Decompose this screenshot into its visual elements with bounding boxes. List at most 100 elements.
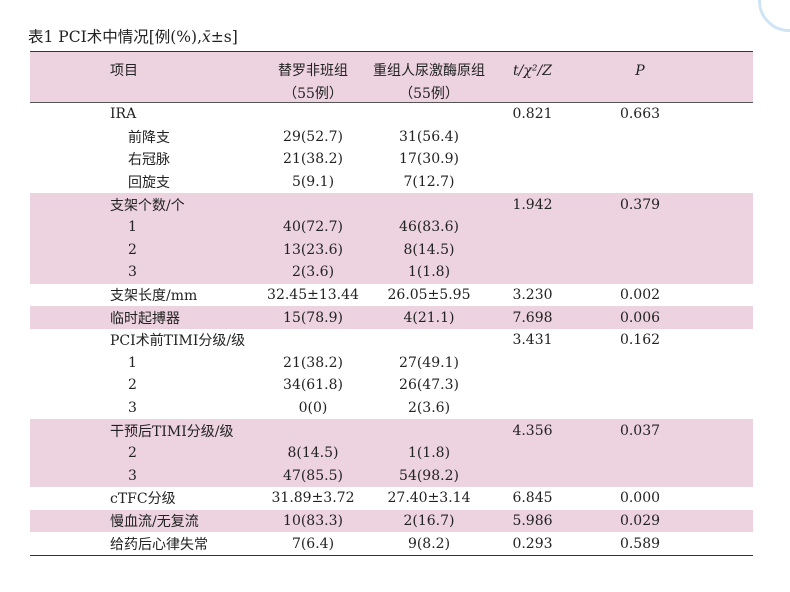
row-stat-value <box>500 261 565 284</box>
row-group2-value <box>370 103 488 126</box>
table-row: 前降支 29(52.7) 31(56.4) <box>30 126 753 149</box>
table-row: 3 2(3.6) 1(1.8) <box>30 261 753 284</box>
row-item: 2 <box>128 445 137 462</box>
table-row: 支架长度/mm 32.45±13.44 26.05±5.95 3.230 0.002 <box>30 284 753 307</box>
row-item: cTFC分级 <box>110 491 176 508</box>
caption-prefix: 表1 PCI术中情况[例(%), <box>28 28 202 46</box>
row-stat-value <box>500 171 565 194</box>
row-item: 3 <box>128 264 137 281</box>
row-item: 干预后TIMI分级/级 <box>110 423 234 440</box>
row-stat-value: 7.698 <box>512 309 553 326</box>
table-row: 支架个数/个 1.942 0.379 <box>30 193 753 216</box>
row-stat-value <box>500 126 565 149</box>
row-stat-value: 3.431 <box>512 332 553 349</box>
table-row: 2 13(23.6) 8(14.5) <box>30 238 753 262</box>
header-group2-count: （55例） <box>399 86 459 102</box>
row-item: 1 <box>128 219 137 236</box>
table-body: IRA 0.821 0.663 前降支 29(52.7) 31(56.4) 右冠脉 21(38… <box>30 103 753 555</box>
row-item: 给药后心律失常 <box>110 536 208 553</box>
row-stat-value <box>500 374 565 397</box>
row-group1-value <box>258 329 368 352</box>
row-p-value <box>605 442 675 465</box>
row-stat-value <box>500 352 565 375</box>
row-stat-value: 0.821 <box>512 106 553 123</box>
row-group1-value: 32.45±13.44 <box>267 287 359 304</box>
table-row: 临时起搏器 15(78.9) 4(21.1) 7.698 0.006 <box>30 306 753 329</box>
header-group1-count: （55例） <box>283 86 343 102</box>
row-p-value <box>605 465 675 488</box>
row-item: 支架长度/mm <box>110 288 198 305</box>
row-group2-value: 2(16.7) <box>403 512 455 529</box>
table-row: 3 0(0) 2(3.6) <box>30 397 753 420</box>
row-group1-value: 13(23.6) <box>283 241 343 258</box>
row-item: 慢血流/无复流 <box>110 513 199 530</box>
header-group1-name: 替罗非班组 <box>278 63 348 79</box>
row-p-value <box>605 171 675 194</box>
row-item: 临时起搏器 <box>110 310 180 327</box>
row-stat-value <box>500 148 565 171</box>
row-group2-value: 1(1.8) <box>407 264 451 281</box>
row-p-value <box>605 148 675 171</box>
row-group2-value: 46(83.6) <box>399 219 459 236</box>
table-row: 2 34(61.8) 26(47.3) <box>30 374 753 397</box>
row-stat-value: 3.230 <box>512 287 553 304</box>
row-group1-value: 21(38.2) <box>283 354 343 371</box>
row-group1-value: 29(52.7) <box>283 128 343 145</box>
table-row: IRA 0.821 0.663 <box>30 103 753 126</box>
table-row: 回旋支 5(9.1) 7(12.7) <box>30 171 753 194</box>
table-row: 1 21(38.2) 27(49.1) <box>30 352 753 375</box>
row-group2-value <box>370 419 488 442</box>
row-stat-value: 4.356 <box>512 422 553 439</box>
row-group2-value: 27.40±3.14 <box>387 490 471 507</box>
header-stat: t/χ²/Z <box>513 63 552 79</box>
row-stat-value <box>500 442 565 465</box>
row-stat-value <box>500 397 565 420</box>
row-group2-value: 7(12.7) <box>403 174 455 191</box>
data-table: 项目 替罗非班组 （55例） 重组人尿激酶原组 （55例） t/χ²/Z P I… <box>30 51 753 556</box>
row-stat-value <box>500 465 565 488</box>
row-p-value <box>605 239 675 262</box>
row-p-value: 0.162 <box>619 332 661 349</box>
header-p: P <box>635 63 645 79</box>
table-row: 右冠脉 21(38.2) 17(30.9) <box>30 148 753 171</box>
row-item: 1 <box>128 354 137 371</box>
row-p-value: 0.379 <box>619 196 661 213</box>
row-group2-value: 26.05±5.95 <box>387 287 471 304</box>
caption-suffix: ±s] <box>210 28 238 46</box>
row-p-value <box>605 126 675 149</box>
row-group1-value: 40(72.7) <box>283 219 343 236</box>
row-group2-value: 1(1.8) <box>407 445 451 462</box>
row-item: 右冠脉 <box>128 152 170 169</box>
row-group1-value: 5(9.1) <box>291 174 335 191</box>
row-item: 3 <box>128 400 137 417</box>
row-group2-value <box>370 329 488 352</box>
row-group2-value: 2(3.6) <box>407 400 451 417</box>
row-p-value <box>605 397 675 420</box>
corner-decoration <box>758 0 790 32</box>
row-p-value: 0.029 <box>619 512 661 529</box>
row-group1-value: 31.89±3.72 <box>271 490 355 507</box>
row-item: 支架个数/个 <box>110 197 185 214</box>
row-stat-value: 5.986 <box>512 512 553 529</box>
row-item: 2 <box>128 241 137 258</box>
row-item: 回旋支 <box>128 175 170 192</box>
row-stat-value: 0.293 <box>512 535 553 552</box>
row-p-value: 0.663 <box>619 106 661 123</box>
row-item: PCI术前TIMI分级/级 <box>110 333 246 350</box>
row-group2-value: 26(47.3) <box>399 377 459 394</box>
row-group1-value: 2(3.6) <box>291 264 335 281</box>
row-group2-value <box>370 193 488 216</box>
row-p-value <box>605 374 675 397</box>
table-row: 给药后心律失常 7(6.4) 9(8.2) 0.293 0.589 <box>30 532 753 555</box>
row-p-value: 0.037 <box>619 422 661 439</box>
row-group1-value <box>258 193 368 216</box>
row-group1-value <box>258 419 368 442</box>
table-row: 3 47(85.5) 54(98.2) <box>30 464 753 488</box>
header-group1: 替罗非班组 （55例） <box>258 52 368 110</box>
row-group1-value: 15(78.9) <box>283 309 343 326</box>
row-group2-value: 27(49.1) <box>399 354 459 371</box>
row-p-value <box>605 261 675 284</box>
row-p-value <box>605 352 675 375</box>
row-stat-value <box>500 216 565 239</box>
table-row: 干预后TIMI分级/级 4.356 0.037 <box>30 419 753 442</box>
